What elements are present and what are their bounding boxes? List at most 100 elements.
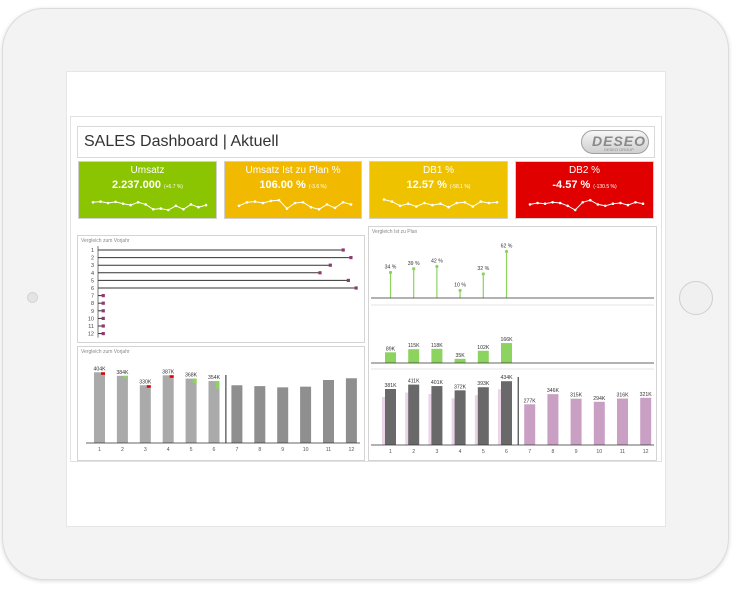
sparkline-point [253,200,257,203]
kpi-sparkline [91,200,208,212]
dashboard: SALES Dashboard | Aktuell DESEO DESEO GR… [70,116,662,462]
sparkline-point [479,200,483,203]
lollipop-head [435,264,439,269]
data-label: 381K [384,383,397,389]
data-label: 32 % [477,266,489,272]
sparkline-point [159,207,163,210]
sparkline-point [114,200,117,204]
bar [454,358,466,363]
sparkline-point [167,208,170,212]
bar [185,378,197,443]
data-label: 89K [386,346,396,352]
data-label: 372K [454,384,467,390]
kpi-label: DB2 % [568,165,601,176]
bar-delta-negative [146,385,151,388]
bar [385,352,396,363]
bar [408,384,420,445]
sparkline-point [349,203,353,206]
sparkline-point [414,205,418,208]
tick-label: 3 [144,447,147,453]
sparkline-line [92,201,207,211]
sparkline-point [174,204,178,208]
bar [524,404,536,445]
sparkline-point [634,201,637,204]
bar [547,394,559,445]
sparkline-point [129,203,132,207]
bar-marker [341,248,345,252]
kpi-sparkline [237,198,353,211]
bar [300,386,312,443]
home-button[interactable] [679,281,713,315]
data-label: 354K [208,375,221,381]
sparkline-point [285,207,289,210]
kpi-delta: (+6.7 %) [163,184,183,190]
tick-label: 3 [91,263,94,269]
kpi-label: Umsatz [130,165,165,176]
kpi-label: Umsatz Ist zu Plan % [245,165,341,176]
bar [254,386,266,443]
sparkline-point [309,205,313,209]
sparkline-point [581,201,585,204]
tick-label: 7 [528,449,531,455]
tick-label: 9 [281,447,284,453]
sparkline-line [529,199,644,211]
bar [454,390,466,445]
bar-delta-negative [101,372,105,375]
kpi-umsatz[interactable]: Umsatz 2.237.000 (+6.7 %) [78,161,217,219]
kpi-sparkline [528,198,645,212]
kpi-db2[interactable]: DB2 % -4.57 % (-130.5 %) [515,161,654,219]
bar [570,398,582,445]
tick-label: 4 [459,449,462,455]
bar [208,381,220,443]
sparkline-point [317,208,321,211]
tick-label: 1 [98,447,101,453]
sparkline-point [333,206,337,210]
kpi-delta: (-130.5 %) [593,184,617,190]
lollipop-head [412,267,416,271]
data-label: 330K [139,379,152,385]
bar-marker [349,256,353,260]
data-label: 294K [593,396,606,402]
tick-label: 1 [389,449,392,455]
bar [94,372,105,443]
sparkline-point [151,208,155,211]
sparkline-point [463,201,467,204]
data-label: 384K [116,370,129,376]
data-label: 10 % [454,283,466,289]
lollipop-head [388,270,393,275]
panel-vorjahr-columns: Vergleich zum Vorjahr 404K 1 384K 2 330K 3 387… [77,346,365,461]
tick-label: 12 [643,449,649,455]
sparkline-point [566,204,569,208]
sparkline-point [245,201,249,204]
tick-label: 10 [88,316,94,322]
company-logo: DESEO DESEO GROUP [581,130,649,154]
sparkline-point [536,201,539,205]
tick-label: 12 [88,332,94,338]
bar [431,386,443,445]
tick-label: 11 [620,449,625,455]
data-label: 411K [408,379,420,385]
sparkline-point [91,201,95,204]
kpi-value: 2.237.000 (+6.7 %) [112,179,183,191]
data-label: 316K [616,393,629,399]
kpi-db1[interactable]: DB1 % 12.57 % (-58.1 %) [369,161,508,219]
tick-label: 2 [91,256,94,262]
tick-label: 11 [326,447,331,453]
kpi-umsatz-plan[interactable]: Umsatz Ist zu Plan % 106.00 % (-3.6 %) [224,161,362,219]
data-label: 118K [431,343,443,349]
kpi-delta: (-3.6 %) [308,184,327,190]
data-label: 277K [524,398,537,404]
tick-label: 6 [213,447,216,453]
bar-delta-positive [123,375,128,379]
column-chart-vorjahr: 404K 1 384K 2 330K 3 387K 4 368K 5 354K 6 7 8 9 10 11 12 [86,366,360,453]
lollipop-head [481,272,485,276]
bar [617,398,628,445]
data-label: 35K [455,353,465,359]
sparkline-point [277,198,281,202]
sparkline-point [197,205,200,209]
tick-label: 5 [190,447,193,453]
kpi-sparkline [382,198,499,209]
sparkline-point [626,203,630,207]
bar-marker [328,263,332,267]
